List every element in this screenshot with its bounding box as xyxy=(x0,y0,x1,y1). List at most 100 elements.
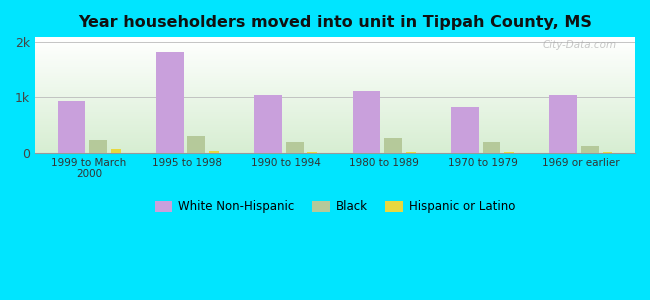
Bar xyxy=(35,62,635,63)
Bar xyxy=(35,142,635,143)
Bar xyxy=(35,114,635,116)
Bar xyxy=(35,38,635,39)
Bar xyxy=(35,102,635,103)
Bar xyxy=(35,82,635,83)
Bar xyxy=(35,76,635,77)
Bar xyxy=(504,152,514,153)
Text: City-Data.com: City-Data.com xyxy=(543,40,617,50)
Bar xyxy=(451,107,478,153)
Bar xyxy=(156,52,183,153)
Bar xyxy=(35,133,635,134)
Bar xyxy=(35,69,635,70)
Bar xyxy=(35,91,635,92)
Bar xyxy=(35,147,635,148)
Bar xyxy=(35,80,635,81)
Bar xyxy=(353,91,380,153)
Bar xyxy=(35,150,635,152)
Bar xyxy=(406,152,415,153)
Bar xyxy=(35,73,635,74)
Bar xyxy=(35,138,635,139)
Bar xyxy=(35,89,635,90)
Bar xyxy=(35,51,635,52)
Bar xyxy=(482,142,500,153)
Bar xyxy=(209,152,219,153)
Bar xyxy=(35,124,635,125)
Bar xyxy=(35,88,635,89)
Bar xyxy=(35,134,635,135)
Bar xyxy=(35,103,635,104)
Bar xyxy=(35,46,635,47)
Bar xyxy=(35,84,635,86)
Bar xyxy=(35,105,635,106)
Bar xyxy=(89,140,107,153)
Bar xyxy=(286,142,304,153)
Bar xyxy=(35,110,635,111)
Bar xyxy=(35,52,635,53)
Bar xyxy=(35,116,635,117)
Bar xyxy=(581,146,599,153)
Bar xyxy=(35,77,635,79)
Bar xyxy=(35,132,635,133)
Bar xyxy=(35,126,635,127)
Bar xyxy=(35,127,635,128)
Bar xyxy=(384,138,402,153)
Bar xyxy=(35,83,635,84)
Bar xyxy=(35,47,635,48)
Bar xyxy=(35,119,635,120)
Bar xyxy=(35,139,635,140)
Bar xyxy=(35,44,635,45)
Bar xyxy=(35,39,635,40)
Legend: White Non-Hispanic, Black, Hispanic or Latino: White Non-Hispanic, Black, Hispanic or L… xyxy=(150,196,520,218)
Bar xyxy=(35,123,635,124)
Bar xyxy=(35,92,635,94)
Bar xyxy=(35,146,635,147)
Bar xyxy=(603,152,612,153)
Bar xyxy=(549,95,577,153)
Bar xyxy=(35,55,635,56)
Bar xyxy=(35,81,635,82)
Bar xyxy=(35,100,635,102)
Bar xyxy=(35,149,635,150)
Bar xyxy=(111,148,120,153)
Bar xyxy=(35,152,635,153)
Bar xyxy=(35,113,635,114)
Bar xyxy=(35,98,635,99)
Bar xyxy=(35,45,635,46)
Bar xyxy=(35,125,635,126)
Bar xyxy=(35,54,635,55)
Bar xyxy=(35,128,635,130)
Bar xyxy=(35,68,635,69)
Bar xyxy=(35,136,635,138)
Bar xyxy=(35,58,635,59)
Bar xyxy=(254,95,282,153)
Bar xyxy=(58,101,85,153)
Bar xyxy=(35,140,635,141)
Bar xyxy=(35,70,635,71)
Bar xyxy=(35,90,635,91)
Bar xyxy=(35,74,635,75)
Bar xyxy=(35,50,635,51)
Bar xyxy=(35,64,635,66)
Bar xyxy=(35,56,635,58)
Bar xyxy=(35,61,635,62)
Bar xyxy=(35,106,635,107)
Bar xyxy=(307,152,317,153)
Bar xyxy=(35,40,635,41)
Bar xyxy=(35,130,635,131)
Bar xyxy=(35,99,635,101)
Bar xyxy=(35,111,635,112)
Bar xyxy=(35,53,635,54)
Bar xyxy=(35,41,635,43)
Bar xyxy=(35,85,635,87)
Bar xyxy=(35,94,635,95)
Bar xyxy=(35,87,635,88)
Bar xyxy=(35,79,635,80)
Bar xyxy=(35,75,635,76)
Bar xyxy=(187,136,205,153)
Bar xyxy=(35,135,635,136)
Title: Year householders moved into unit in Tippah County, MS: Year householders moved into unit in Tip… xyxy=(78,15,592,30)
Bar xyxy=(35,67,635,68)
Bar xyxy=(35,107,635,109)
Bar xyxy=(35,59,635,60)
Bar xyxy=(35,60,635,61)
